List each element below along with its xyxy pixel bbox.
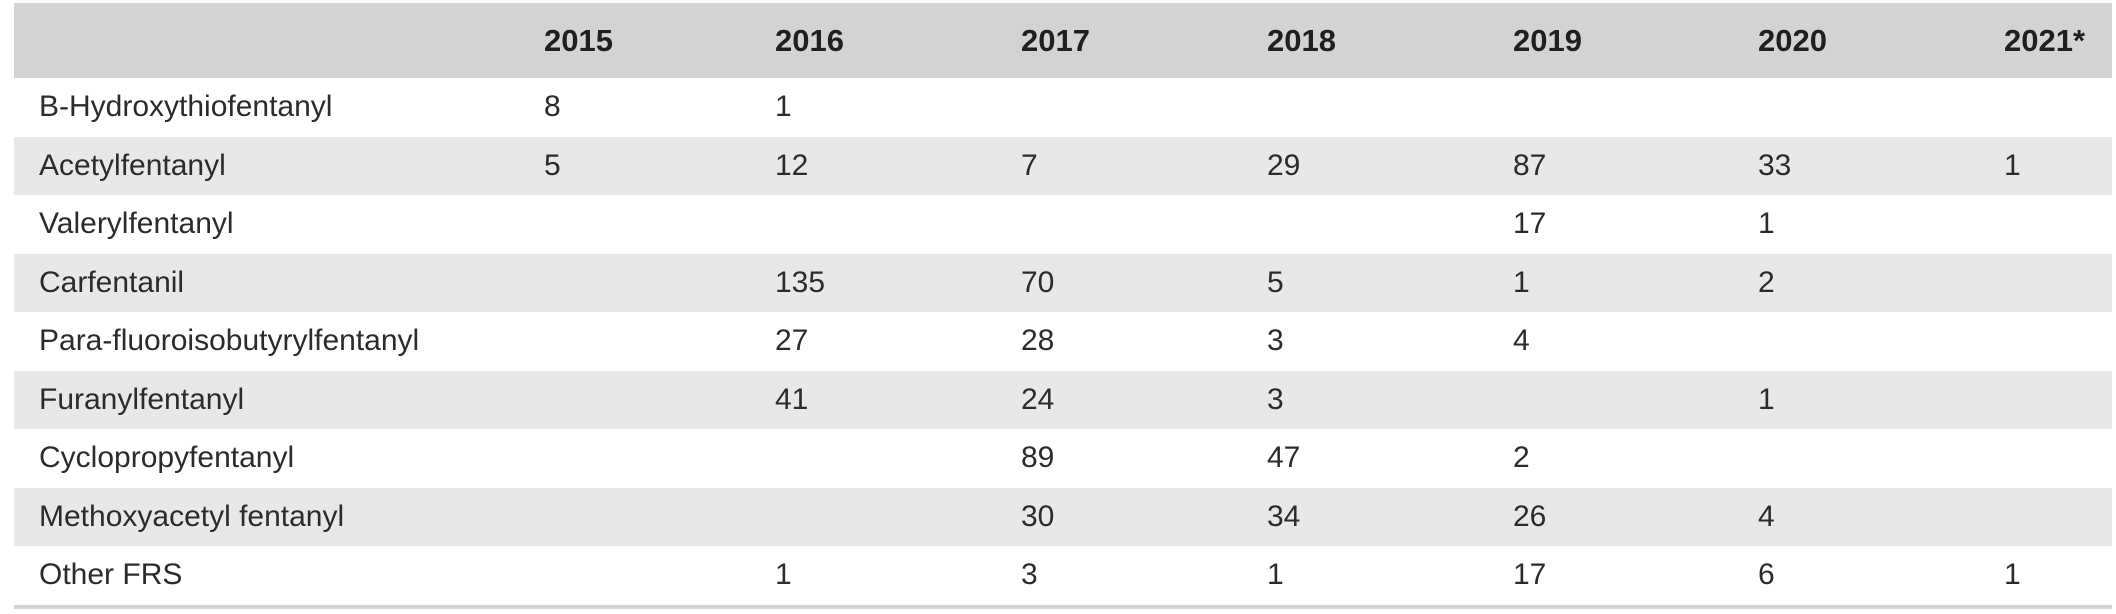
row-label: B-Hydroxythiofentanyl	[39, 90, 333, 124]
table-cell: 5	[1267, 265, 1284, 299]
table-cell: 24	[1021, 382, 1055, 416]
table-cell: 8	[544, 90, 561, 124]
table-row: Acetylfentanyl 5 12 7 29 87 33 1	[14, 136, 2112, 195]
row-label: Cyclopropyfentanyl	[39, 441, 295, 475]
header-cell-2019: 2019	[1513, 22, 1582, 58]
header-cell-2018: 2018	[1267, 22, 1336, 58]
row-label: Carfentanil	[39, 265, 185, 299]
header-cell-2017: 2017	[1021, 22, 1090, 58]
table-cell: 17	[1513, 558, 1547, 592]
table-cell: 27	[775, 324, 809, 358]
table-row: Para-fluoroisobutyrylfentanyl 27 28 3 4	[14, 312, 2112, 371]
row-label: Other FRS	[39, 558, 183, 592]
row-label: Methoxyacetyl fentanyl	[39, 499, 345, 533]
table-cell: 2	[1513, 441, 1530, 475]
table-cell: 1	[1513, 265, 1530, 299]
header-cell-2016: 2016	[775, 22, 844, 58]
table-cell: 7	[1021, 148, 1038, 182]
header-cell-2015: 2015	[544, 22, 613, 58]
table-cell: 1	[775, 558, 792, 592]
table-cell: 1	[1758, 207, 1775, 241]
table-row: Valerylfentanyl 17 1	[14, 195, 2112, 254]
table-cell: 30	[1021, 499, 1055, 533]
table-cell: 3	[1021, 558, 1038, 592]
header-cell-2021: 2021*	[2004, 22, 2086, 58]
table-cell: 12	[775, 148, 809, 182]
row-label: Furanylfentanyl	[39, 382, 245, 416]
table-cell: 1	[1758, 382, 1775, 416]
table-row: Other FRS 1 3 1 17 6 1	[14, 546, 2112, 605]
table-cell: 87	[1513, 148, 1547, 182]
table-cell: 89	[1021, 441, 1055, 475]
table-row: Cyclopropyfentanyl 89 47 2	[14, 429, 2112, 488]
header-cell-2020: 2020	[1758, 22, 1827, 58]
table-cell: 2	[1758, 265, 1775, 299]
table-header-row: 2015 2016 2017 2018 2019 2020 2021*	[14, 3, 2112, 78]
table-cell: 6	[1758, 558, 1775, 592]
table-cell: 3	[1267, 382, 1284, 416]
table-cell: 29	[1267, 148, 1301, 182]
row-label: Valerylfentanyl	[39, 207, 234, 241]
table-cell: 28	[1021, 324, 1055, 358]
table-cell: 41	[775, 382, 809, 416]
table-cell: 26	[1513, 499, 1547, 533]
table-cell: 1	[775, 90, 792, 124]
table-cell: 3	[1267, 324, 1284, 358]
row-label: Acetylfentanyl	[39, 148, 226, 182]
table-cell: 4	[1758, 499, 1775, 533]
table-row: Furanylfentanyl 41 24 3 1	[14, 370, 2112, 429]
table-cell: 34	[1267, 499, 1301, 533]
table-cell: 1	[1267, 558, 1284, 592]
table-cell: 33	[1758, 148, 1792, 182]
row-label: Para-fluoroisobutyrylfentanyl	[39, 324, 420, 358]
table-cell: 1	[2004, 148, 2021, 182]
table-row: B-Hydroxythiofentanyl 8 1	[14, 78, 2112, 137]
table-cell: 135	[775, 265, 826, 299]
table-cell: 17	[1513, 207, 1547, 241]
data-table: 2015 2016 2017 2018 2019 2020 2021* B-Hy…	[14, 3, 2112, 609]
table-cell: 47	[1267, 441, 1301, 475]
table-cell: 4	[1513, 324, 1530, 358]
table-row: Carfentanil 135 70 5 1 2	[14, 253, 2112, 312]
table-cell: 1	[2004, 558, 2021, 592]
table-row: Methoxyacetyl fentanyl 30 34 26 4	[14, 487, 2112, 546]
table-cell: 5	[544, 148, 561, 182]
table-cell: 70	[1021, 265, 1055, 299]
